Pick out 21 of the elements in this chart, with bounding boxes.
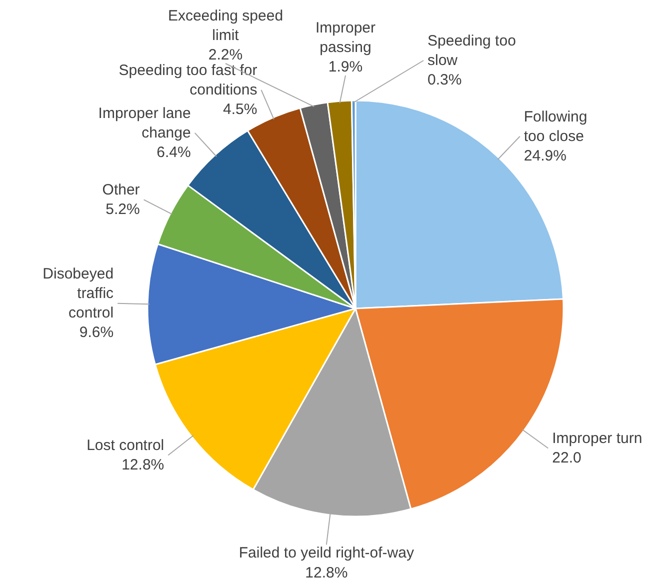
data-label: 22.0 bbox=[552, 450, 582, 467]
data-label: 1.9% bbox=[328, 58, 363, 76]
data-label: 9.6% bbox=[79, 324, 114, 342]
slice-label: Lost control bbox=[86, 436, 164, 454]
slice-label: Improper passing bbox=[315, 19, 376, 56]
slice-label: Exceeding speed limit bbox=[168, 7, 284, 44]
data-label: 4.5% bbox=[223, 101, 258, 118]
slice-label: Improper lane change bbox=[98, 104, 191, 142]
slice-label: Disobeyed traffic control bbox=[42, 266, 114, 322]
data-label: 12.8% bbox=[122, 456, 164, 474]
data-label: 0.3% bbox=[428, 72, 462, 89]
slice-label: Failed to yeild right-of-way bbox=[238, 544, 414, 562]
slice-label: Following too close bbox=[524, 108, 588, 145]
data-label: 5.2% bbox=[106, 201, 140, 218]
slice-label: Speeding too slow bbox=[428, 32, 516, 69]
data-label: 6.4% bbox=[156, 144, 191, 161]
data-label: 12.8% bbox=[305, 564, 348, 582]
data-label: 2.2% bbox=[208, 46, 243, 64]
slice-label: Improper turn bbox=[552, 430, 642, 447]
slice-label: Other bbox=[102, 181, 140, 198]
data-label: 24.9% bbox=[524, 147, 566, 164]
